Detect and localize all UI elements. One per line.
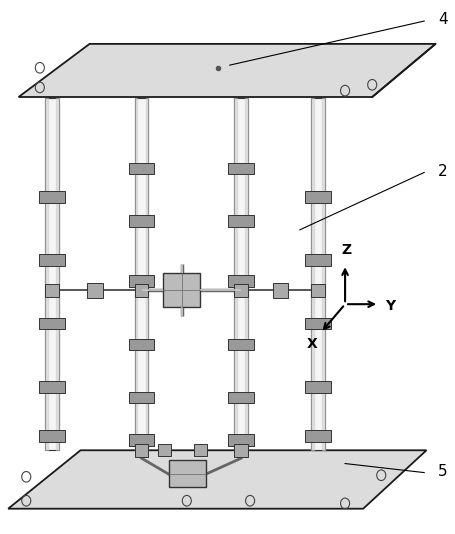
Bar	[228, 163, 254, 175]
Bar	[273, 283, 288, 298]
Bar	[39, 254, 65, 266]
Bar	[39, 381, 65, 392]
Text: 5: 5	[438, 464, 447, 479]
Polygon shape	[8, 450, 426, 509]
Bar	[234, 284, 248, 297]
Bar	[39, 191, 65, 202]
Bar	[163, 273, 200, 307]
Bar	[135, 444, 148, 457]
Text: 2: 2	[438, 164, 447, 179]
Bar	[234, 444, 248, 457]
Bar	[311, 98, 325, 450]
Text: 4: 4	[438, 12, 447, 27]
Bar	[87, 283, 103, 298]
Bar	[194, 444, 207, 456]
Bar	[129, 216, 154, 227]
Bar	[158, 444, 171, 456]
Bar	[129, 434, 154, 445]
Bar	[228, 216, 254, 227]
Bar	[305, 254, 331, 266]
Text: Z: Z	[341, 244, 351, 257]
Bar	[305, 191, 331, 202]
Bar	[39, 318, 65, 329]
Bar	[184, 283, 199, 298]
Bar	[39, 430, 65, 442]
Bar	[234, 98, 248, 450]
Bar	[305, 430, 331, 442]
Text: Y: Y	[385, 300, 395, 313]
Bar	[228, 434, 254, 445]
Bar	[228, 339, 254, 350]
Bar	[311, 284, 325, 297]
Bar	[129, 339, 154, 350]
Bar	[129, 276, 154, 287]
Bar	[45, 98, 59, 450]
Bar	[135, 98, 148, 450]
Bar	[45, 284, 59, 297]
Bar	[228, 276, 254, 287]
Text: X: X	[307, 337, 318, 351]
Bar	[129, 163, 154, 175]
Bar	[135, 284, 148, 297]
Bar	[305, 318, 331, 329]
Polygon shape	[19, 44, 435, 97]
Bar	[169, 460, 206, 488]
Bar	[305, 381, 331, 392]
Bar	[129, 391, 154, 403]
Bar	[228, 391, 254, 403]
